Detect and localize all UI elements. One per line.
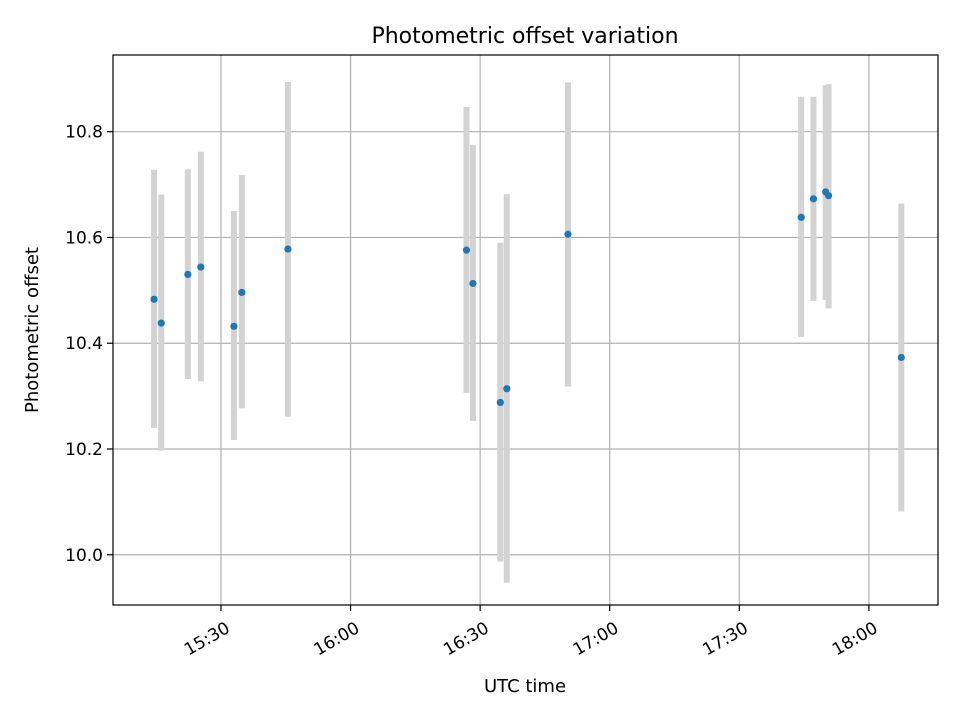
y-tick-label: 10.8	[65, 123, 103, 143]
data-point	[797, 213, 805, 221]
plot-frame	[112, 54, 939, 606]
data-point	[824, 192, 833, 200]
x-axis-label: UTC time	[484, 676, 566, 697]
data-point	[469, 279, 477, 288]
data-point	[496, 398, 504, 407]
data-point	[284, 245, 292, 253]
data-point	[184, 270, 192, 279]
y-tick-label: 10.4	[65, 334, 103, 354]
data-point	[150, 295, 158, 303]
data-point	[503, 385, 511, 393]
y-tick-label: 10.2	[65, 440, 103, 460]
data-point	[897, 353, 905, 362]
y-tick-label: 10.6	[65, 228, 103, 248]
data-point	[238, 288, 246, 297]
y-axis-label: Photometric offset	[22, 247, 43, 413]
data-point	[564, 230, 572, 238]
y-tick-label: 10.0	[65, 546, 103, 566]
data-point	[157, 319, 165, 327]
data-points	[150, 188, 905, 407]
data-point	[230, 322, 238, 330]
data-point	[462, 246, 471, 254]
data-point	[809, 195, 818, 203]
data-point	[197, 263, 205, 271]
chart-title: Photometric offset variation	[371, 24, 678, 49]
